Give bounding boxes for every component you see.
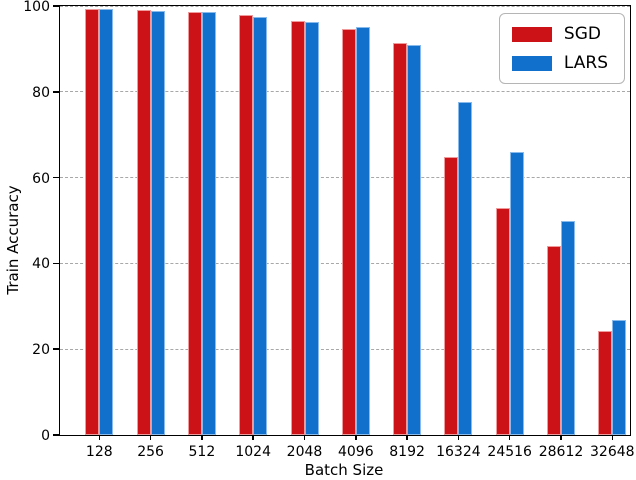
bar-sgd-8192 [393, 42, 408, 435]
bar-sgd-16324 [444, 157, 459, 435]
y-axis-label: Train Accuracy [4, 185, 22, 295]
x-tick-512 [201, 435, 203, 440]
bar-lars-128 [99, 8, 114, 435]
legend-label-lars: LARS [563, 53, 608, 73]
y-tick-100 [53, 5, 60, 7]
x-ticklabel-256: 256 [137, 444, 164, 460]
bar-lars-32648 [612, 319, 627, 435]
y-ticklabel-40: 40 [32, 256, 50, 273]
legend-label-sgd: SGD [563, 24, 601, 44]
x-ticklabel-28612: 28612 [538, 444, 584, 460]
y-tick-20 [53, 348, 60, 350]
legend-entry-lars: LARS [511, 53, 608, 73]
y-tick-60 [53, 176, 60, 179]
x-tick-1024 [252, 435, 254, 440]
bar-sgd-28612 [547, 246, 561, 435]
legend-entry-sgd: SGD [511, 24, 608, 44]
gridline-100 [60, 5, 630, 7]
bar-sgd-4096 [341, 29, 356, 435]
bar-lars-16324 [458, 101, 473, 435]
y-ticklabel-60: 60 [32, 170, 50, 187]
x-ticklabel-24516: 24516 [487, 444, 532, 460]
x-tick-128 [98, 435, 101, 440]
x-ticklabel-512: 512 [188, 444, 216, 460]
bar-sgd-24516 [495, 208, 510, 435]
y-ticklabel-80: 80 [32, 84, 50, 101]
bar-lars-256 [150, 11, 165, 435]
bar-lars-28612 [561, 221, 575, 435]
y-tick-40 [53, 262, 60, 265]
legend: SGD LARS [498, 13, 625, 84]
x-axis-label: Batch Size [304, 461, 384, 479]
x-tick-32648 [611, 435, 614, 440]
bar-lars-2048 [304, 22, 319, 435]
bar-sgd-128 [85, 9, 100, 435]
x-tick-8192 [406, 435, 408, 440]
sgd-color-swatch [511, 26, 552, 42]
y-ticklabel-0: 0 [41, 428, 50, 444]
bar-lars-4096 [355, 27, 370, 435]
x-ticklabel-16324: 16324 [436, 444, 481, 460]
bar-lars-1024 [253, 16, 268, 435]
lars-color-swatch [511, 55, 552, 71]
bar-lars-24516 [509, 152, 524, 435]
bar-lars-8192 [407, 44, 422, 435]
x-tick-4096 [355, 435, 357, 440]
x-tick-28612 [560, 435, 562, 440]
y-ticklabel-100: 100 [23, 0, 50, 15]
x-ticklabel-1024: 1024 [235, 444, 271, 460]
bar-sgd-2048 [290, 21, 305, 435]
bar-lars-512 [201, 12, 216, 435]
y-tick-0 [53, 434, 60, 436]
x-tick-256 [149, 435, 152, 440]
x-ticklabel-4096: 4096 [337, 444, 374, 460]
x-tick-2048 [303, 435, 306, 440]
x-ticklabel-2048: 2048 [286, 444, 323, 460]
x-tick-24516 [508, 435, 511, 440]
plot-area: 0 20 40 60 80 100 128 256 512 1024 2048 4096 8192 16… [23, 0, 634, 460]
y-tick-80 [53, 91, 60, 93]
bar-sgd-512 [187, 12, 202, 435]
bar-sgd-32648 [598, 330, 613, 435]
x-ticklabel-8192: 8192 [389, 444, 425, 460]
x-ticklabel-32648: 32648 [590, 444, 635, 460]
bar-sgd-256 [136, 10, 151, 435]
y-ticklabel-20: 20 [32, 342, 50, 359]
x-ticklabel-128: 128 [85, 444, 113, 460]
bar-sgd-1024 [239, 14, 254, 435]
x-tick-16324 [457, 435, 460, 440]
